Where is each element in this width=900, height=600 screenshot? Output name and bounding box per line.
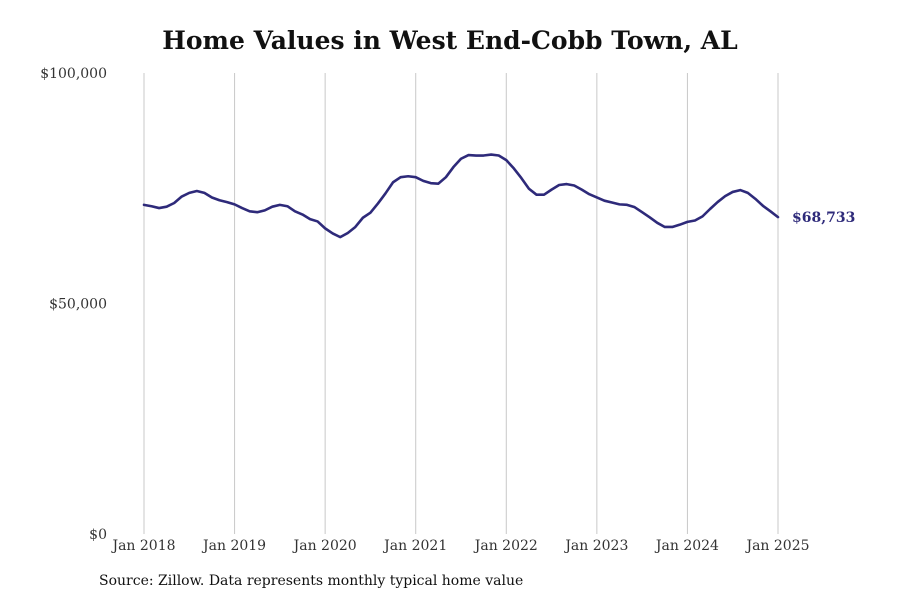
- x-tick-label: Jan 2019: [201, 538, 266, 554]
- grid-layer: [143, 73, 779, 534]
- x-tick-label: Jan 2020: [292, 538, 357, 554]
- x-tick-label: Jan 2018: [110, 538, 175, 554]
- y-tick-label: $50,000: [49, 297, 107, 313]
- y-tick-label: $0: [89, 527, 107, 543]
- x-tick-label: Jan 2024: [654, 538, 719, 554]
- axis-layer: Jan 2018 Jan 2019 Jan 2020 Jan 2021 Jan 2022…: [40, 66, 809, 554]
- source-note: Source: Zillow. Data represents monthly …: [99, 573, 524, 589]
- series-layer: $68,733: [142, 153, 855, 239]
- series-line: [142, 153, 780, 239]
- x-tick-label: Jan 2023: [563, 538, 628, 554]
- x-tick-label: Jan 2022: [473, 538, 538, 554]
- x-tick-label: Jan 2021: [382, 538, 447, 554]
- end-value-label: $68,733: [792, 210, 855, 226]
- y-tick-label: $100,000: [40, 66, 107, 82]
- x-tick-label: Jan 2025: [744, 538, 809, 554]
- chart-title: Home Values in West End-Cobb Town, AL: [162, 26, 738, 55]
